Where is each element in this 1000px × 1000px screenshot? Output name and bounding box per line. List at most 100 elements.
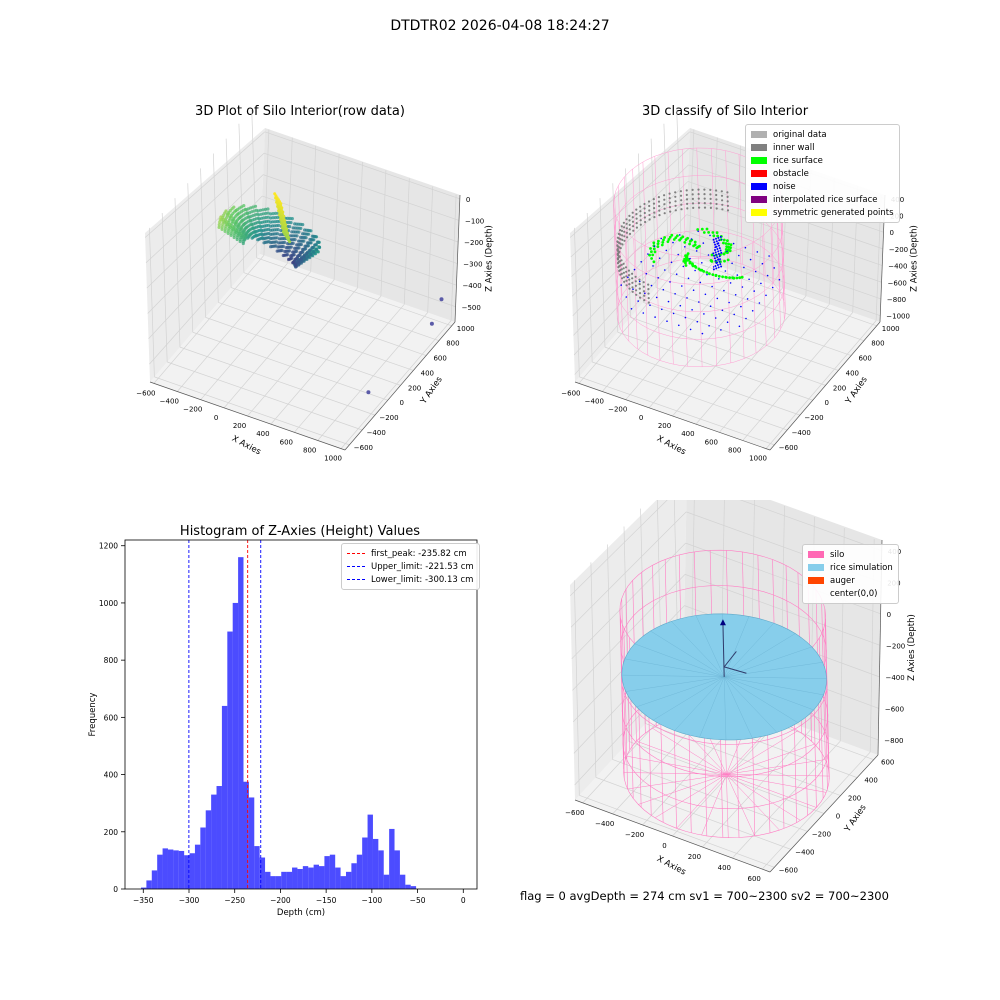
noise-point bbox=[672, 312, 675, 315]
y-tick-label: 400 bbox=[846, 369, 859, 377]
z-gridline bbox=[263, 174, 459, 243]
noise-point bbox=[660, 237, 662, 240]
rice-surface-point bbox=[702, 270, 706, 273]
inner-wall-point bbox=[668, 201, 671, 204]
inner-wall-point bbox=[668, 197, 671, 200]
x-tick-label: 600 bbox=[748, 875, 761, 883]
inner-wall-point bbox=[631, 290, 634, 293]
z-gridline bbox=[569, 131, 691, 238]
status-text: flag = 0 avgDepth = 274 cm sv1 = 700~230… bbox=[520, 889, 889, 903]
x-tick-label: −200 bbox=[608, 406, 627, 414]
noise-point bbox=[678, 234, 681, 236]
noise-point bbox=[679, 304, 682, 307]
noise-point bbox=[761, 262, 764, 265]
inner-wall-point bbox=[621, 234, 624, 237]
noise-point bbox=[718, 278, 720, 280]
z-gridline bbox=[572, 197, 688, 317]
simulation-geometry bbox=[619, 549, 830, 839]
silo-floor-spoke bbox=[626, 755, 727, 775]
inner-wall-point bbox=[642, 290, 646, 293]
inner-wall-point bbox=[628, 214, 631, 217]
noise-point bbox=[713, 254, 716, 257]
rice-surface-point bbox=[727, 242, 730, 246]
plot-frame bbox=[124, 539, 478, 890]
data-point bbox=[279, 229, 283, 233]
inner-wall-point bbox=[647, 297, 650, 300]
inner-wall-point bbox=[620, 272, 623, 275]
rice-surface-point bbox=[686, 258, 690, 262]
legend-item-rice-simulation: rice simulation bbox=[808, 561, 893, 574]
noise-point bbox=[627, 276, 629, 279]
rice-surface-point bbox=[735, 276, 739, 280]
y-tick-label: −600 bbox=[354, 444, 373, 452]
legend-item-interpolated-rice-surface: interpolated rice surface bbox=[751, 193, 894, 206]
noise-point bbox=[716, 297, 719, 300]
noise-point bbox=[740, 305, 742, 308]
rice-surface-point bbox=[684, 264, 688, 267]
y-gridline bbox=[238, 123, 245, 273]
inner-wall-point bbox=[628, 219, 631, 222]
inner-wall-point bbox=[669, 210, 672, 213]
x-tick-label: −600 bbox=[565, 809, 584, 817]
legend-item-upper-limit: Upper_limit: -221.53 cm bbox=[347, 560, 474, 573]
rice-surface-grid bbox=[724, 661, 824, 678]
inner-wall-point bbox=[721, 208, 724, 211]
noise-point bbox=[749, 258, 752, 261]
inner-wall-point bbox=[726, 204, 729, 207]
inner-wall-point bbox=[625, 222, 628, 225]
noise-point bbox=[718, 260, 721, 263]
z-tick-label: 0 bbox=[890, 229, 894, 237]
noise-point bbox=[717, 258, 720, 261]
y-gridline bbox=[573, 580, 580, 796]
inner-wall-point bbox=[648, 209, 651, 212]
rice-surface-point bbox=[672, 238, 676, 241]
silo-floor-spoke bbox=[726, 774, 817, 808]
noise-point bbox=[649, 304, 651, 307]
data-point bbox=[306, 255, 310, 259]
noise-point bbox=[745, 317, 747, 320]
noise-point bbox=[691, 309, 693, 311]
inner-wall-point bbox=[628, 232, 632, 235]
inner-wall-point bbox=[674, 204, 677, 207]
rice-surface-grid bbox=[724, 676, 825, 696]
legend-line bbox=[347, 579, 365, 580]
rice-surface-grid bbox=[723, 616, 750, 677]
rice-surface-point bbox=[653, 250, 657, 254]
z-axis-line bbox=[454, 194, 461, 323]
inner-wall-point bbox=[674, 200, 677, 203]
legend-item-obstacle: obstacle bbox=[751, 167, 894, 180]
silo-floor-spoke bbox=[726, 774, 780, 831]
noise-point bbox=[694, 269, 696, 272]
noise-point bbox=[674, 293, 676, 295]
inner-wall-point bbox=[631, 281, 634, 284]
histogram-bar bbox=[378, 850, 384, 889]
inner-wall-point bbox=[638, 287, 641, 290]
legend-line bbox=[347, 566, 365, 567]
z-tick-label: 0 bbox=[466, 196, 470, 204]
data-point bbox=[288, 216, 292, 221]
inner-wall-point bbox=[643, 202, 646, 206]
silo-floor-spoke bbox=[726, 759, 826, 775]
legend-label: original data bbox=[773, 129, 827, 140]
y-tick-label: 0 bbox=[825, 399, 829, 407]
x-gridline bbox=[648, 279, 760, 409]
data-point bbox=[291, 226, 295, 230]
inner-wall-point bbox=[698, 206, 701, 209]
noise-point bbox=[686, 297, 688, 299]
silo-floor-spoke bbox=[726, 774, 827, 793]
noise-point bbox=[712, 268, 715, 271]
rice-surface-grid bbox=[724, 633, 796, 678]
histogram-bar bbox=[324, 856, 330, 889]
x-gridline bbox=[340, 320, 452, 449]
noise-point bbox=[719, 263, 722, 266]
rice-surface-point bbox=[722, 238, 726, 242]
histogram-bar bbox=[335, 867, 341, 889]
y-tick-label: 400 bbox=[864, 777, 877, 785]
noise-point bbox=[638, 280, 641, 283]
inner-wall-point bbox=[680, 208, 683, 211]
y-gridline bbox=[167, 361, 363, 431]
y-gridline bbox=[192, 331, 388, 401]
noise-point bbox=[738, 325, 741, 328]
rice-surface-grid bbox=[671, 620, 725, 678]
data-point bbox=[276, 215, 280, 219]
